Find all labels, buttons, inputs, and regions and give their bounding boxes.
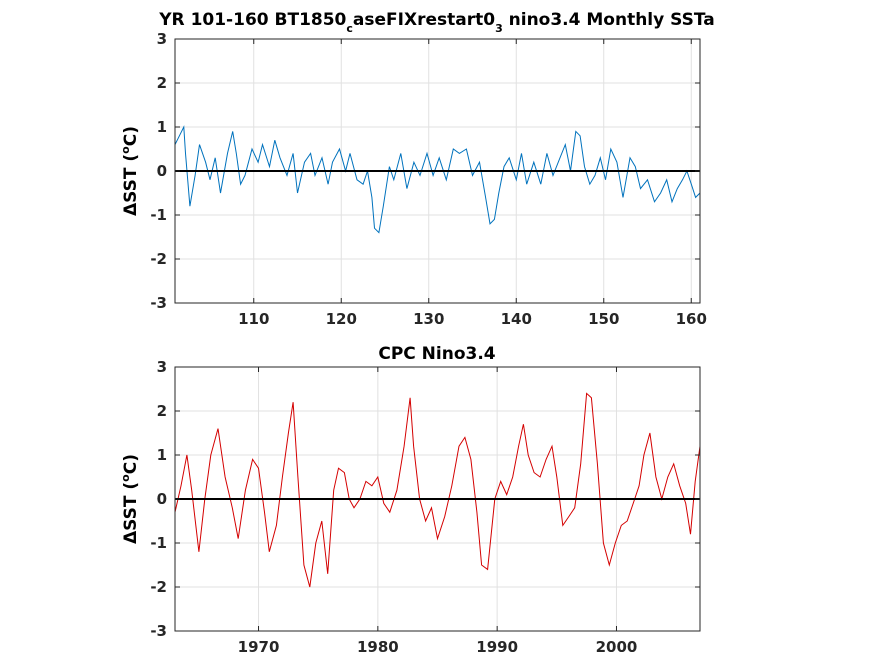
x-tick-label: 2000 xyxy=(596,638,638,656)
y-tick-labels-top: -3 -2 -1 0 1 2 3 xyxy=(150,30,167,312)
x-tick-label: 1980 xyxy=(357,638,399,656)
x-tick-label: 140 xyxy=(501,310,532,328)
chart-top: 110 120 130 140 150 160 -3 -2 -1 0 1 2 3 YR 101-160… xyxy=(119,10,715,328)
tick-marks-top xyxy=(175,38,700,304)
ylabel-bottom-prefix: ΔSST ( xyxy=(121,482,141,544)
y-tick-label: -1 xyxy=(150,534,167,552)
ylabel-top-sup: o xyxy=(119,146,132,154)
x-tick-label: 1970 xyxy=(238,638,280,656)
x-tick-label: 150 xyxy=(588,310,619,328)
y-tick-label: -3 xyxy=(150,294,167,312)
x-tick-labels-bottom: 1970 1980 1990 2000 xyxy=(238,638,638,656)
chart-title-bottom: CPC Nino3.4 xyxy=(378,344,495,364)
y-tick-labels-bottom: -3 -2 -1 0 1 2 3 xyxy=(150,358,167,640)
title-top-part3: nino3.4 Monthly SSTa xyxy=(503,10,715,30)
y-tick-label: -2 xyxy=(150,250,167,268)
y-tick-label: 0 xyxy=(157,490,167,508)
title-top-part2: aseFIXrestart0 xyxy=(353,10,495,30)
tick-marks-bottom xyxy=(175,366,700,632)
y-tick-label: -3 xyxy=(150,622,167,640)
y-tick-label: 2 xyxy=(157,74,167,92)
series-line-bottom xyxy=(174,392,701,588)
x-tick-label: 130 xyxy=(413,310,444,328)
title-top-part1: YR 101-160 BT1850 xyxy=(158,10,346,30)
y-axis-label-top: ΔSST (oC) xyxy=(119,126,141,216)
y-tick-label: 1 xyxy=(157,446,167,464)
x-tick-labels-top: 110 120 130 140 150 160 xyxy=(238,310,707,328)
y-tick-label: 1 xyxy=(157,118,167,136)
ylabel-top-prefix: ΔSST ( xyxy=(121,154,141,216)
y-tick-label: 3 xyxy=(157,30,167,48)
y-tick-label: 3 xyxy=(157,358,167,376)
series-line-top xyxy=(174,125,701,234)
ylabel-bottom-suffix: C) xyxy=(121,454,141,474)
ylabel-top-suffix: C) xyxy=(121,126,141,146)
y-tick-label: 0 xyxy=(157,162,167,180)
y-tick-label: 2 xyxy=(157,402,167,420)
chart-title-top: YR 101-160 BT1850caseFIXrestart03 nino3.… xyxy=(158,10,715,35)
x-tick-label: 120 xyxy=(326,310,357,328)
ylabel-bottom-sup: o xyxy=(119,474,132,482)
y-tick-label: -2 xyxy=(150,578,167,596)
y-axis-label-bottom: ΔSST (oC) xyxy=(119,454,141,544)
title-top-sub1: c xyxy=(346,22,353,35)
x-tick-label: 110 xyxy=(238,310,269,328)
x-tick-label: 1990 xyxy=(476,638,518,656)
x-tick-label: 160 xyxy=(676,310,707,328)
y-tick-label: -1 xyxy=(150,206,167,224)
title-top-sub2: 3 xyxy=(495,22,503,35)
